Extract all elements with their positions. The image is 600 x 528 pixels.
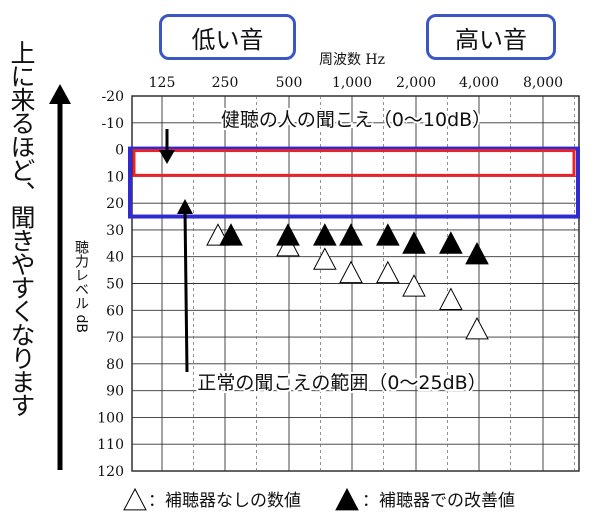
y-tick-label: 50: [106, 277, 124, 293]
y-tick-label: 40: [106, 250, 124, 266]
y-tick-label: 90: [106, 384, 124, 400]
y-tick-label: 100: [97, 410, 124, 426]
open-triangle-marker: [376, 260, 400, 284]
normal-band-label: 正常の聞こえの範囲（0〜25dB）: [197, 372, 486, 394]
healthy-hearing-band: [132, 149, 576, 177]
y-tick-label: 80: [106, 357, 124, 373]
x-tick-label: 4,000: [459, 75, 499, 91]
y-axis-title: 聴力レベル dB: [73, 240, 89, 333]
x-tick-label: 8,000: [523, 75, 563, 91]
healthy-band-label: 健聴の人の聞こえ（0〜10dB）: [221, 109, 491, 131]
x-tick-label: 250: [212, 75, 239, 91]
arrow-to-normal-band: [183, 209, 189, 373]
open-triangle-marker: [313, 247, 337, 270]
open-triangle-marker: [402, 274, 426, 297]
filled-triangle-marker: [219, 223, 243, 246]
filled-triangle-marker: [376, 223, 400, 246]
y-tick-label: -10: [101, 116, 124, 132]
x-tick-label: 500: [276, 75, 303, 91]
legend-filled-triangle: [335, 487, 359, 511]
y-tick-label: 120: [97, 464, 124, 480]
open-triangle-marker: [339, 260, 363, 284]
filled-triangle-marker: [276, 223, 300, 246]
legend-open-label: ：補聴器なしの数値: [148, 491, 301, 511]
y-tick-label: 0: [115, 143, 124, 159]
open-triangle-marker: [465, 316, 489, 340]
filled-triangle-marker: [465, 241, 489, 265]
y-tick-label: 70: [106, 330, 124, 346]
high-sound-label: 高い音: [426, 14, 556, 60]
x-tick-label: 125: [149, 75, 176, 91]
y-tick-label: 110: [97, 437, 124, 453]
side-explanation: 上に来るほど、聞きやすくなります: [7, 40, 36, 416]
x-axis-title: 周波数 Hz: [319, 52, 385, 68]
legend-open-triangle: [123, 487, 147, 511]
filled-triangle-marker: [402, 231, 426, 254]
up-arrow-head: [49, 84, 71, 104]
filled-triangle-marker: [439, 231, 463, 254]
y-tick-label: 30: [106, 223, 124, 239]
x-tick-label: 1,000: [332, 75, 372, 91]
y-tick-label: 20: [106, 196, 124, 212]
low-sound-label: 低い音: [159, 14, 296, 60]
filled-triangle-marker: [339, 223, 363, 246]
arrow-head-normal: [177, 199, 193, 214]
y-tick-label: 10: [106, 169, 124, 185]
normal-range-band: [128, 146, 580, 219]
y-tick-label: 60: [106, 303, 124, 319]
arrow-head-healthy: [159, 150, 175, 164]
y-tick-label: -20: [101, 89, 124, 105]
filled-triangle-marker: [313, 223, 337, 246]
legend-filled-label: ：補聴器での改善値: [362, 491, 515, 511]
open-triangle-marker: [439, 287, 463, 310]
x-tick-label: 2,000: [396, 75, 436, 91]
